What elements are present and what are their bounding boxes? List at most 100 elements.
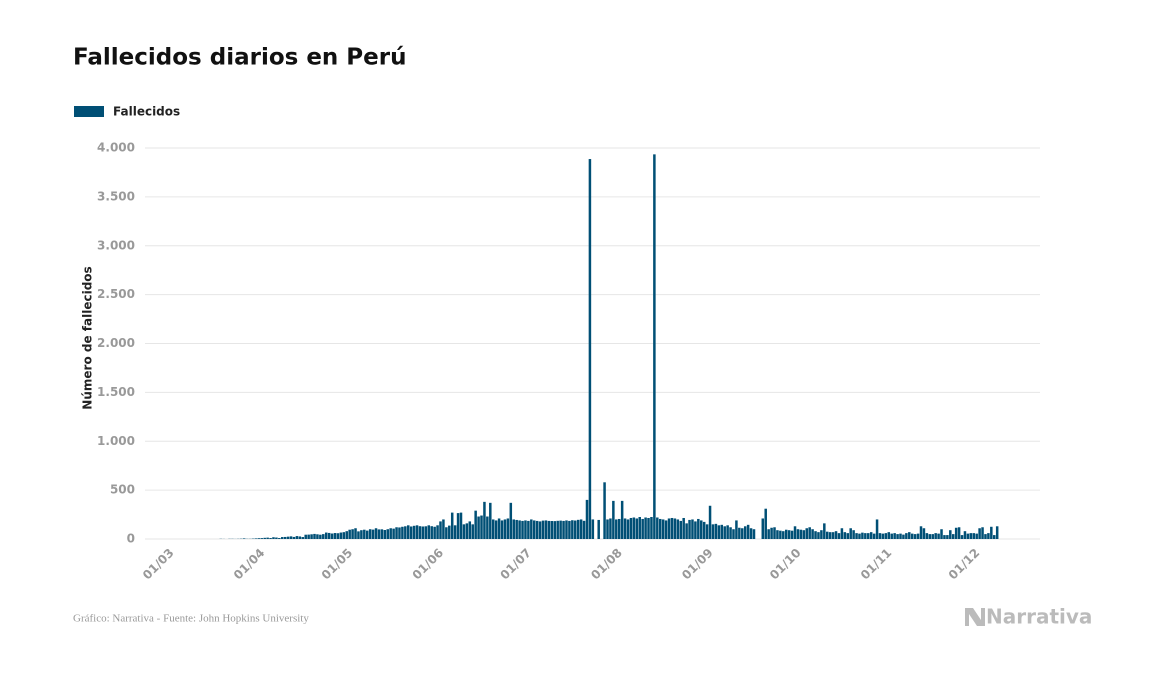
bar	[732, 529, 735, 539]
bar	[383, 530, 387, 539]
bar	[322, 534, 325, 539]
bar	[823, 523, 826, 539]
bar	[257, 538, 261, 539]
bar	[307, 534, 310, 539]
bar	[908, 532, 911, 539]
bar	[541, 520, 545, 539]
bar	[615, 519, 618, 539]
bar	[700, 520, 703, 539]
bar	[632, 517, 636, 539]
bar	[960, 535, 964, 539]
brand: Narrativa	[986, 605, 1092, 629]
bar	[869, 532, 873, 539]
bar	[430, 526, 433, 539]
bar	[556, 520, 559, 539]
bar	[489, 502, 492, 539]
bar	[682, 517, 685, 539]
source: Gráfico: Narrativa - Fuente: John Hopkin…	[73, 613, 309, 625]
bar	[972, 533, 975, 539]
bar	[626, 519, 630, 539]
bar	[872, 533, 876, 539]
bar	[826, 531, 829, 539]
bar	[483, 501, 486, 539]
bar	[937, 533, 940, 539]
bar	[609, 518, 612, 539]
bar	[849, 528, 852, 539]
bar	[837, 533, 841, 539]
bar	[714, 523, 718, 539]
bar	[978, 528, 981, 539]
bar	[468, 521, 472, 539]
bar	[377, 529, 381, 539]
x-tick-label: 01/11	[858, 546, 895, 583]
bar	[547, 520, 551, 539]
bar	[497, 518, 501, 539]
bar	[617, 518, 621, 539]
bar	[503, 519, 507, 539]
bar	[527, 520, 530, 539]
bar	[811, 529, 814, 539]
bar	[717, 525, 721, 539]
x-tick-label: 01/07	[497, 546, 534, 583]
y-tick-label: 3.500	[97, 189, 135, 203]
bar	[776, 530, 779, 539]
bar	[453, 525, 457, 539]
bar	[568, 520, 571, 539]
bar	[782, 531, 785, 539]
bar	[919, 526, 923, 539]
bar	[436, 525, 439, 539]
bar	[324, 532, 328, 539]
bar	[720, 524, 724, 539]
bar	[450, 512, 454, 539]
bar	[603, 482, 606, 539]
bar	[281, 537, 284, 539]
bar	[644, 517, 647, 539]
bar	[916, 533, 920, 539]
bar	[767, 529, 770, 539]
bar	[433, 526, 436, 539]
bar	[656, 517, 659, 539]
bar	[855, 533, 858, 539]
bar	[664, 520, 668, 539]
bar	[667, 518, 671, 539]
bar	[943, 535, 946, 539]
bar	[242, 538, 246, 539]
bar	[796, 529, 800, 539]
bar	[260, 538, 264, 539]
bar	[905, 533, 908, 539]
bar	[743, 526, 747, 539]
bar	[817, 532, 820, 539]
bar	[401, 526, 404, 539]
bar	[263, 537, 266, 539]
bar	[969, 533, 973, 539]
bar	[550, 521, 554, 539]
bar	[465, 523, 469, 539]
y-tick-label: 500	[110, 483, 135, 497]
bar	[582, 520, 586, 539]
bar	[940, 529, 943, 539]
bar	[509, 502, 513, 539]
bar	[418, 526, 422, 539]
bar	[404, 526, 407, 539]
bar	[588, 159, 592, 539]
bar	[913, 534, 917, 539]
x-tick-label: 01/05	[319, 546, 356, 583]
bar	[805, 528, 808, 539]
bar	[272, 537, 275, 539]
bar	[371, 529, 375, 539]
bar	[500, 520, 504, 539]
bar	[981, 527, 984, 539]
bar	[518, 520, 521, 539]
bar	[752, 529, 756, 539]
bar	[506, 518, 510, 539]
bar	[867, 533, 870, 539]
bar	[515, 519, 518, 539]
bar	[538, 521, 542, 539]
x-tick-label: 01/09	[679, 546, 716, 583]
bar	[658, 518, 662, 539]
bar	[723, 526, 726, 539]
bar	[922, 528, 926, 539]
bar	[790, 530, 794, 539]
bar	[330, 533, 334, 539]
bar	[770, 527, 773, 539]
